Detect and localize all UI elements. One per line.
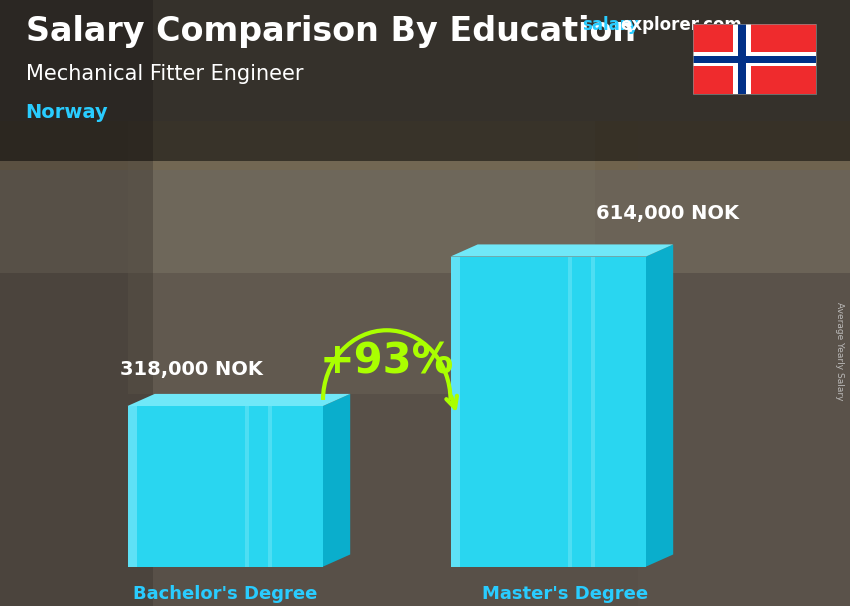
Polygon shape: [245, 406, 249, 567]
Polygon shape: [646, 244, 673, 567]
Bar: [739, 24, 745, 94]
Text: salary: salary: [582, 16, 639, 34]
Text: explorer.com: explorer.com: [620, 16, 742, 34]
Polygon shape: [450, 256, 646, 567]
Text: Bachelor's Degree: Bachelor's Degree: [133, 585, 317, 603]
Bar: [693, 56, 816, 62]
Text: +93%: +93%: [320, 341, 454, 382]
Bar: [693, 24, 816, 94]
Bar: [0, 0, 153, 606]
Polygon shape: [568, 256, 572, 567]
Bar: [0, 0, 850, 273]
Bar: [734, 24, 751, 94]
Bar: [0, 121, 850, 170]
Text: Norway: Norway: [26, 103, 108, 122]
Text: Master's Degree: Master's Degree: [482, 585, 649, 603]
Text: 318,000 NOK: 318,000 NOK: [120, 360, 263, 379]
Bar: [693, 52, 816, 66]
Polygon shape: [450, 256, 460, 567]
Polygon shape: [450, 244, 673, 256]
Text: Salary Comparison By Education: Salary Comparison By Education: [26, 15, 636, 48]
Polygon shape: [128, 394, 350, 406]
Bar: [693, 24, 816, 94]
Text: 614,000 NOK: 614,000 NOK: [596, 204, 739, 223]
Bar: [0, 273, 850, 606]
Polygon shape: [269, 406, 272, 567]
Polygon shape: [592, 256, 595, 567]
Bar: [0, 0, 850, 161]
Text: Average Yearly Salary: Average Yearly Salary: [835, 302, 844, 401]
Polygon shape: [128, 406, 138, 567]
Polygon shape: [128, 406, 323, 567]
Text: Mechanical Fitter Engineer: Mechanical Fitter Engineer: [26, 64, 303, 84]
Polygon shape: [323, 394, 350, 567]
Bar: [638, 0, 850, 606]
Bar: [128, 121, 595, 394]
